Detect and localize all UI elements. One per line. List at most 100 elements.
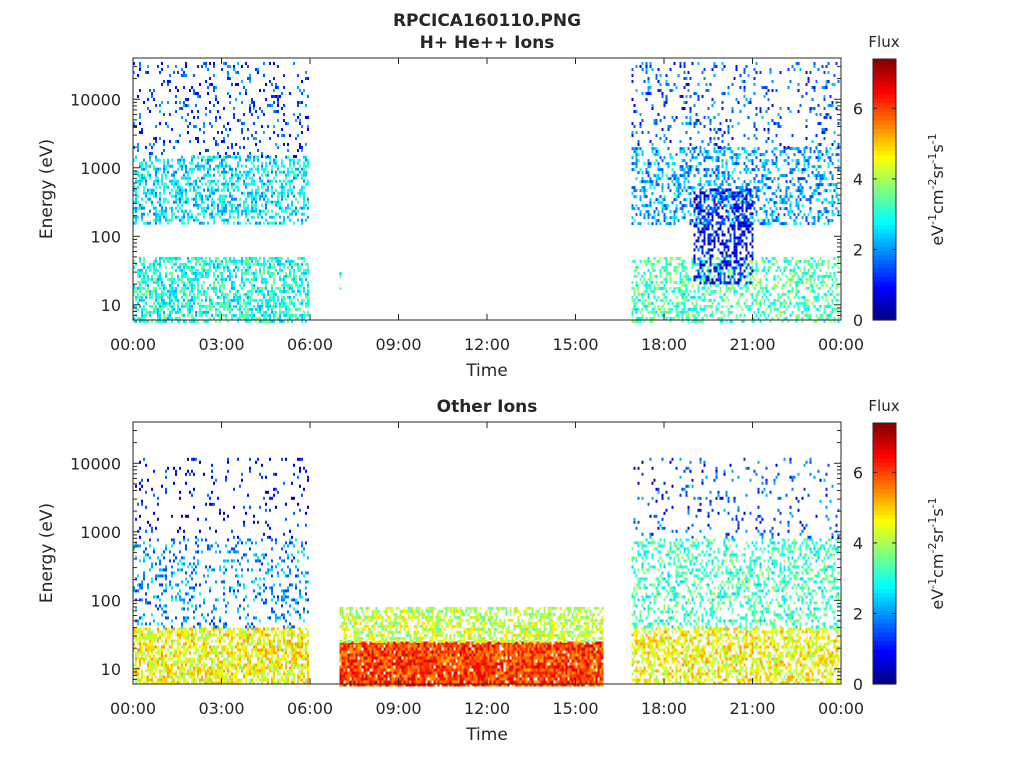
flux-cell [639, 122, 642, 125]
flux-cell [653, 292, 656, 296]
flux-cell [283, 280, 285, 284]
flux-cell [665, 262, 668, 266]
flux-cell [221, 280, 223, 284]
flux-cell [175, 191, 177, 195]
flux-cell [289, 259, 291, 263]
flux-cell [153, 265, 155, 269]
flux-cell [781, 301, 784, 305]
flux-cell [261, 209, 263, 213]
flux-cell [137, 149, 139, 152]
flux-cell [265, 319, 267, 323]
flux-cell [661, 313, 664, 317]
flux-cell [653, 210, 656, 214]
flux-cell [647, 180, 650, 184]
flux-cell [165, 185, 167, 189]
flux-cell [675, 295, 678, 299]
flux-cell [137, 268, 139, 272]
flux-cell [741, 221, 744, 225]
flux-cell [813, 222, 816, 226]
flux-cell [165, 274, 167, 278]
flux-cell [143, 304, 145, 308]
flux-cell [155, 167, 157, 171]
flux-cell [633, 289, 636, 293]
flux-cell [659, 274, 662, 278]
flux-cell [719, 122, 722, 125]
flux-cell [155, 185, 157, 189]
flux-cell [825, 80, 828, 83]
flux-cell [227, 182, 229, 186]
flux-cell [251, 271, 253, 275]
flux-cell [731, 310, 734, 314]
flux-cell [817, 216, 820, 220]
flux-cell [303, 310, 305, 314]
flux-cell [233, 215, 235, 219]
flux-cell [205, 113, 207, 116]
flux-cell [647, 283, 650, 287]
flux-cell [307, 313, 309, 317]
flux-cell [177, 158, 179, 162]
flux-cell [683, 101, 686, 104]
flux-cell [667, 147, 670, 151]
flux-cell [803, 156, 806, 160]
flux-cell [775, 313, 778, 317]
flux-cell [639, 319, 642, 323]
flux-cell [697, 269, 700, 273]
flux-cell [823, 171, 826, 175]
flux-cell [727, 125, 730, 128]
flux-cell [699, 260, 702, 264]
flux-cell [805, 125, 808, 128]
flux-cell [259, 197, 261, 201]
flux-cell [783, 174, 786, 178]
flux-cell [245, 319, 247, 323]
flux-cell [147, 212, 149, 216]
flux-cell [709, 248, 712, 252]
flux-cell [673, 83, 676, 86]
flux-cell [147, 98, 149, 101]
flux-cell [219, 265, 221, 269]
flux-cell [819, 174, 822, 178]
flux-cell [653, 268, 656, 272]
flux-cell [287, 316, 289, 320]
flux-cell [679, 174, 682, 178]
flux-cell [167, 301, 169, 305]
flux-cell [271, 283, 273, 287]
flux-cell [733, 162, 736, 166]
flux-cell [697, 119, 700, 122]
flux-cell [235, 271, 237, 275]
flux-cell [661, 171, 664, 175]
flux-cell [773, 177, 776, 181]
flux-cell [667, 186, 670, 190]
flux-cell [137, 194, 139, 198]
flux-cell [141, 173, 143, 177]
flux-cell [821, 65, 824, 68]
flux-cell [133, 206, 135, 210]
flux-cell [799, 104, 802, 107]
flux-cell [247, 137, 249, 140]
flux-cell [827, 313, 830, 317]
flux-cell [739, 313, 742, 317]
flux-cell [789, 268, 792, 272]
flux-cell [665, 204, 668, 208]
flux-cell [281, 194, 283, 198]
flux-cell [163, 161, 165, 165]
flux-cell [731, 137, 734, 140]
flux-cell [775, 156, 778, 160]
flux-cell [147, 65, 149, 68]
flux-cell [217, 256, 219, 260]
flux-cell [733, 206, 736, 210]
flux-cell [227, 170, 229, 174]
flux-cell [801, 189, 804, 193]
flux-cell [219, 283, 221, 287]
flux-cell [221, 164, 223, 168]
flux-cell [729, 256, 732, 260]
flux-cell [139, 179, 141, 183]
flux-cell [651, 104, 654, 107]
flux-cell [231, 209, 233, 213]
flux-cell [743, 71, 746, 74]
flux-cell [715, 233, 718, 237]
flux-cell [723, 278, 726, 282]
flux-cell [217, 155, 219, 159]
flux-cell [253, 286, 255, 290]
flux-cell [699, 319, 702, 323]
flux-cell [721, 221, 724, 225]
